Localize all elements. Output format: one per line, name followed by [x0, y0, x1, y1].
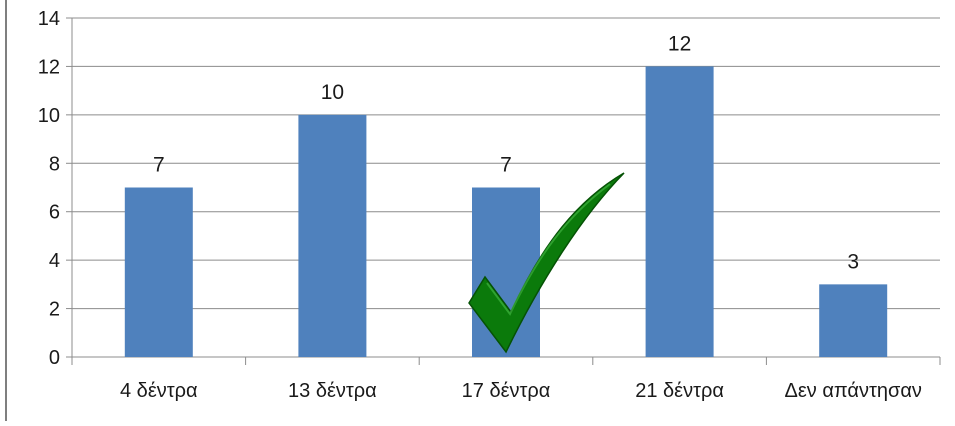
y-tick-label: 10 — [38, 105, 60, 127]
bar — [819, 284, 888, 357]
axes: 0 2 4 6 8 10 12 14 4 δέντρα 13 δέντρα 17 δέντρα 21 … — [38, 8, 941, 402]
bar — [645, 66, 714, 357]
x-tick-label: 4 δέντρα — [120, 380, 198, 402]
checkmark-icon — [468, 172, 625, 354]
y-tick-label: 6 — [49, 202, 60, 224]
data-label: 7 — [500, 154, 512, 177]
y-tick-label: 4 — [49, 250, 60, 272]
x-tick-label: 21 δέντρα — [635, 380, 724, 402]
data-label: 10 — [321, 81, 344, 104]
y-tick-label: 14 — [38, 8, 60, 30]
data-label: 3 — [847, 250, 859, 273]
data-labels: 7 10 7 12 3 — [153, 32, 859, 273]
x-tick-label: Δεν απάντησαν — [784, 380, 921, 402]
x-tick-label: 17 δέντρα — [462, 380, 551, 402]
data-label: 12 — [668, 32, 691, 55]
bar — [298, 114, 367, 357]
y-tick-label: 12 — [38, 56, 60, 78]
bar — [124, 187, 193, 357]
data-label: 7 — [153, 154, 165, 177]
chart-left-border — [5, 0, 7, 421]
y-tick-label: 8 — [49, 153, 60, 175]
y-tick-label: 2 — [49, 299, 60, 321]
y-tick-label: 0 — [49, 347, 60, 369]
checkmark-highlight — [486, 183, 611, 316]
x-tick-label: 13 δέντρα — [288, 380, 377, 402]
